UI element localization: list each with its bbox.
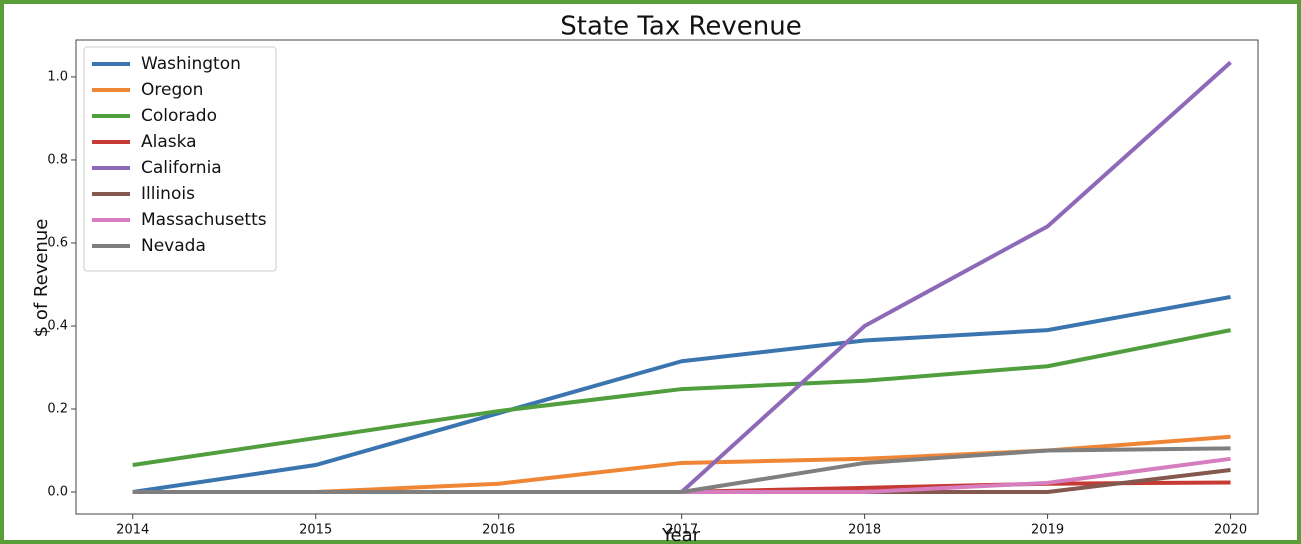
y-tick-label: 1.0 xyxy=(47,69,68,84)
series-line xyxy=(132,60,1232,495)
legend-label: Oregon xyxy=(141,80,203,100)
x-tick-label: 2018 xyxy=(848,523,881,538)
x-axis-label: Year xyxy=(661,525,701,544)
y-tick-label: 0.6 xyxy=(47,235,68,250)
legend-label: Colorado xyxy=(141,106,217,126)
legend-box xyxy=(83,46,277,272)
x-tick-label: 2020 xyxy=(1214,523,1247,538)
series-line xyxy=(132,446,1231,495)
x-tick-label: 2014 xyxy=(116,523,149,538)
x-tick-label: 2015 xyxy=(299,523,332,538)
y-axis-label: $ of Revenue xyxy=(31,219,52,338)
series-line xyxy=(132,294,1231,494)
y-tick-label: 0.8 xyxy=(47,152,68,167)
y-tick-label: 0.4 xyxy=(47,318,68,333)
series-line xyxy=(132,328,1231,468)
legend-label: California xyxy=(141,158,222,178)
x-tick-label: 2017 xyxy=(665,523,698,538)
x-tick-label: 2019 xyxy=(1031,523,1064,538)
plot-area xyxy=(75,39,1259,515)
y-tick-label: 0.2 xyxy=(47,401,68,416)
legend-label: Massachusetts xyxy=(141,210,267,230)
legend-label: Nevada xyxy=(141,236,206,256)
legend-label: Illinois xyxy=(141,184,195,204)
x-tick-label: 2016 xyxy=(482,523,515,538)
legend-label: Washington xyxy=(141,54,241,74)
chart-title: State Tax Revenue xyxy=(560,12,801,42)
y-tick-label: 0.0 xyxy=(47,485,68,500)
legend-label: Alaska xyxy=(141,132,197,152)
